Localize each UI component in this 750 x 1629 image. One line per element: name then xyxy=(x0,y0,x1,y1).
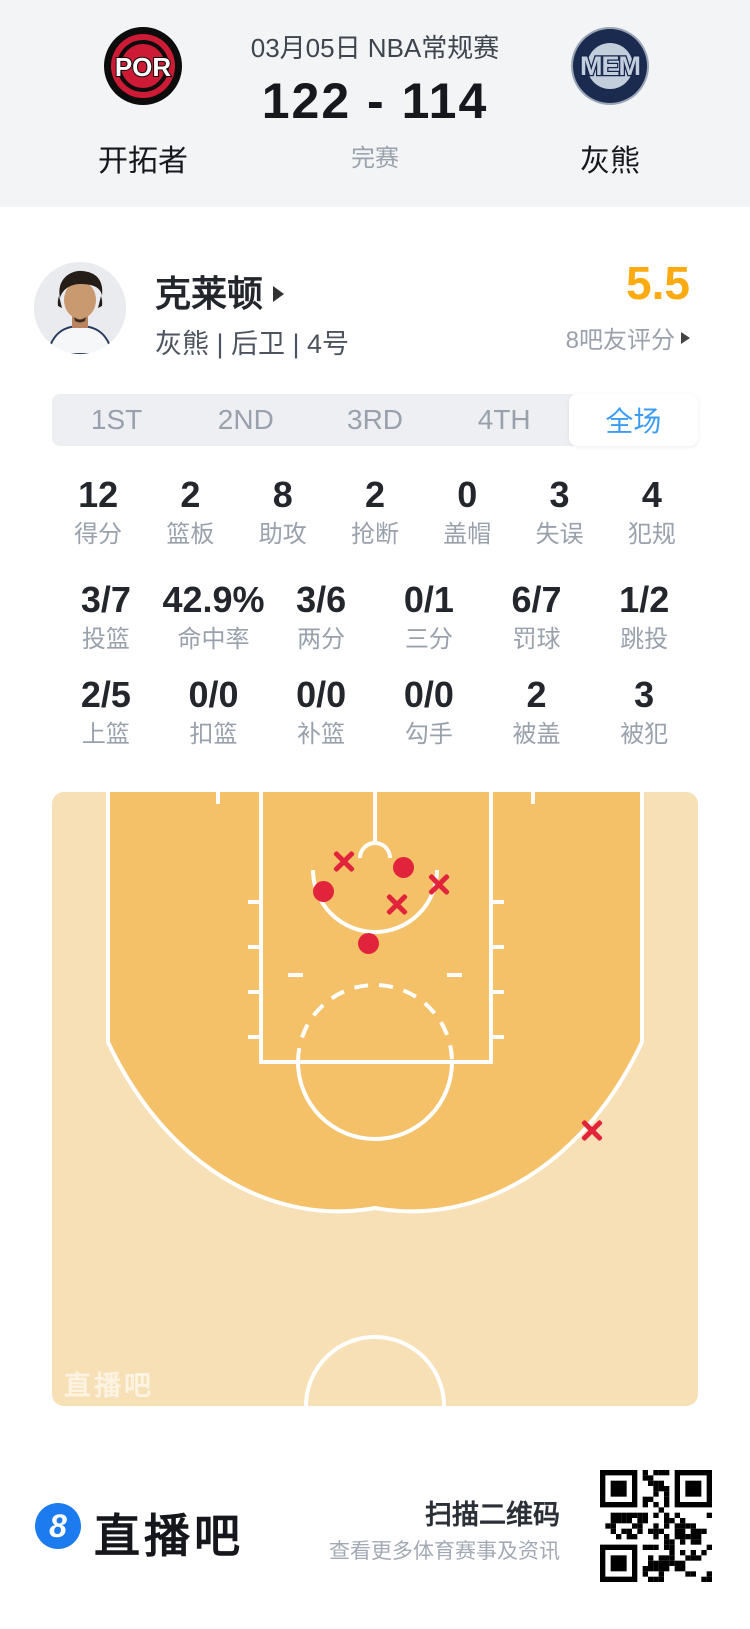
player-detail-arrow-icon xyxy=(273,286,285,302)
shot-made-marker xyxy=(357,932,379,954)
stat-steals: 2 抢断 xyxy=(350,474,399,548)
blazers-logo-icon: POR xyxy=(104,27,182,105)
stat-blocked: 2 被盖 xyxy=(512,674,561,748)
shot-made-marker xyxy=(392,856,414,878)
stat-layup: 2/5 上篮 xyxy=(80,674,131,748)
svg-text:POR: POR xyxy=(115,52,172,82)
tab-1st[interactable]: 1ST xyxy=(90,404,143,435)
home-team-name[interactable]: 开拓者 xyxy=(98,145,188,178)
qr-code xyxy=(600,1470,712,1582)
stat-dunk: 0/0 扣篮 xyxy=(188,674,239,748)
stat-assists: 8 助攻 xyxy=(258,474,307,548)
stat-fg: 3/7 投篮 xyxy=(80,579,131,653)
zhibo8-logo-icon[interactable]: 8 xyxy=(35,1503,81,1549)
grizzlies-logo-icon: MEM xyxy=(571,27,649,105)
shot-markers-layer xyxy=(52,792,698,1406)
player-name: 克莱顿 xyxy=(155,273,264,314)
stat-jumpshot: 1/2 跳投 xyxy=(619,579,670,653)
stat-row-basic: 12 得分 2 篮板 8 助攻 2 抢断 0 盖帽 3 失误 4 犯规 xyxy=(52,474,698,550)
shot-missed-marker xyxy=(384,891,410,917)
player-photo xyxy=(34,262,126,354)
brand-name: 直播吧 xyxy=(94,1510,244,1562)
team-logo-blazers[interactable]: POR xyxy=(103,26,183,106)
rating-label: 8吧友评分 xyxy=(565,327,675,354)
stat-hook: 0/0 勾手 xyxy=(403,674,454,748)
stat-3pt: 0/1 三分 xyxy=(403,579,454,653)
stat-turnovers: 3 失误 xyxy=(535,474,584,548)
svg-text:MEM: MEM xyxy=(580,51,640,81)
shot-chart-court xyxy=(52,792,698,1406)
qr-subtitle: 查看更多体育赛事及资讯 xyxy=(329,1540,560,1563)
stat-ft: 6/7 罚球 xyxy=(511,579,562,653)
stat-fouled: 3 被犯 xyxy=(620,674,669,748)
stat-blocks: 0 盖帽 xyxy=(443,474,492,548)
stat-2pt: 3/6 两分 xyxy=(296,579,347,653)
stat-points: 12 得分 xyxy=(74,474,123,548)
qr-title: 扫描二维码 xyxy=(425,1500,560,1530)
qr-caption: 扫描二维码 查看更多体育赛事及资讯 xyxy=(300,1499,560,1565)
player-meta: 灰熊 | 后卫 | 4号 xyxy=(155,329,350,359)
shot-made-marker xyxy=(312,880,334,902)
away-team-name[interactable]: 灰熊 xyxy=(580,145,640,178)
rating-arrow-icon xyxy=(681,331,690,344)
tab-4th[interactable]: 4TH xyxy=(477,404,531,435)
court-watermark: 直播吧 xyxy=(64,1371,154,1401)
shot-missed-marker xyxy=(579,1117,605,1143)
game-score: 122 - 114 xyxy=(261,73,489,129)
tab-3rd[interactable]: 3RD xyxy=(347,404,404,435)
shot-missed-marker xyxy=(426,871,452,897)
tab-full-game[interactable]: 全场 xyxy=(568,394,699,446)
tab-2nd[interactable]: 2ND xyxy=(217,404,274,435)
game-date-label: 03月05日 NBA常规赛 xyxy=(250,33,500,63)
player-name-row[interactable]: 克莱顿 xyxy=(155,272,285,316)
stat-fg-pct: 42.9% 命中率 xyxy=(162,579,265,653)
stat-putback: 0/0 补篮 xyxy=(296,674,347,748)
team-logo-grizzlies[interactable]: MEM xyxy=(570,26,650,106)
player-rating: 5.5 xyxy=(626,257,690,309)
shot-missed-marker xyxy=(331,848,357,874)
stat-rebounds: 2 篮板 xyxy=(166,474,215,548)
quarter-tabbar: 1ST 2ND 3RD 4TH 全场 xyxy=(52,394,699,446)
stat-fouls: 4 犯规 xyxy=(627,474,676,548)
stat-row-shooting: 3/7 投篮 42.9% 命中率 3/6 两分 0/1 三分 6/7 罚球 1/2 跳投 xyxy=(52,579,698,655)
qr-code-image xyxy=(600,1470,712,1582)
stat-row-shot-types: 2/5 上篮 0/0 扣篮 0/0 补篮 0/0 勾手 2 被盖 3 被犯 xyxy=(52,674,698,750)
player-avatar[interactable] xyxy=(34,262,126,354)
court-drawing xyxy=(52,792,698,1406)
logo-eight: 8 xyxy=(49,1507,67,1544)
game-status-label: 完赛 xyxy=(351,145,399,172)
rating-label-row[interactable]: 8吧友评分 xyxy=(450,320,690,355)
